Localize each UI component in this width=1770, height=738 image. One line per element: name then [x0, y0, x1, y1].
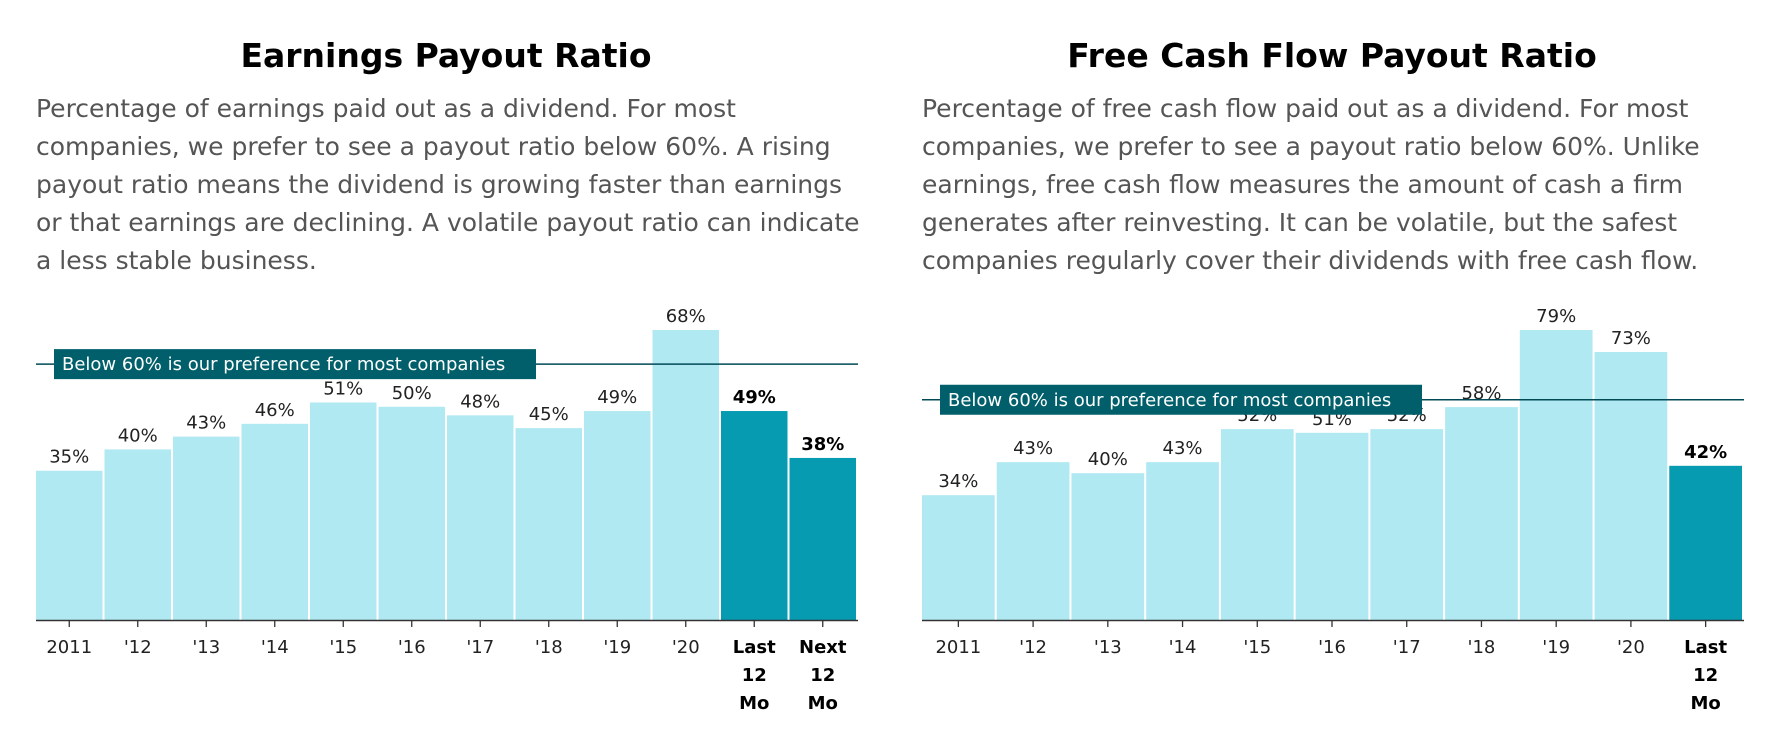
- threshold-label-box: [54, 349, 536, 380]
- bar-value-label: 58%: [1461, 383, 1501, 404]
- bar: [1071, 473, 1145, 620]
- bar: [1220, 429, 1294, 620]
- earnings-payout-panel: Earnings Payout Ratio Percentage of earn…: [36, 0, 860, 738]
- x-tick-label: '17: [1393, 637, 1421, 658]
- bar: [1445, 407, 1518, 620]
- bar-value-label: 68%: [666, 306, 706, 327]
- x-tick-label: '16: [1318, 637, 1346, 658]
- bar: [310, 402, 377, 620]
- bar: [721, 411, 788, 620]
- bar-value-label: 43%: [1013, 438, 1053, 459]
- x-tick-label: '15: [1243, 637, 1271, 658]
- x-tick-label: '19: [1542, 637, 1570, 658]
- x-tick-label: Last: [733, 637, 776, 658]
- fcf-payout-chart: 34%43%40%43%52% 51% 52%58%79%73%42%Below 6…: [922, 306, 1744, 714]
- x-tick-label: '13: [192, 637, 220, 658]
- x-tick-label: '18: [535, 637, 563, 658]
- bar: [1594, 352, 1668, 620]
- x-tick-label: 12: [742, 665, 767, 686]
- bar-value-label: 40%: [118, 425, 158, 446]
- threshold-label: Below 60% is our preference for most com…: [62, 354, 505, 375]
- bar: [378, 406, 445, 620]
- x-tick-label: Mo: [739, 693, 769, 714]
- bar-value-label: 73%: [1611, 328, 1651, 349]
- x-tick-label: '20: [672, 637, 700, 658]
- fcf-payout-panel: Free Cash Flow Payout Ratio Percentage o…: [922, 0, 1744, 738]
- threshold-label: Below 60% is our preference for most com…: [948, 390, 1391, 411]
- chart-title: Free Cash Flow Payout Ratio: [1067, 36, 1597, 75]
- bar-value-label: 42%: [1684, 442, 1727, 463]
- bar-value-label: 45%: [529, 404, 569, 425]
- bar: [1669, 465, 1742, 620]
- bar: [652, 330, 719, 620]
- bar: [584, 411, 651, 620]
- bar-value-label: 35%: [49, 447, 89, 468]
- bar: [241, 423, 308, 620]
- bar-value-label: 43%: [186, 413, 226, 434]
- x-tick-label: '18: [1468, 637, 1496, 658]
- bar-value-label: 51%: [323, 379, 363, 400]
- bar-value-label: 50%: [392, 383, 432, 404]
- bar-value-label: 34%: [938, 471, 978, 492]
- bar-value-label: 43%: [1163, 438, 1203, 459]
- x-tick-label: 12: [810, 665, 835, 686]
- chart-description: Percentage of free cash flow paid out as…: [922, 94, 1700, 275]
- bar: [996, 462, 1070, 620]
- x-tick-label: '12: [124, 637, 152, 658]
- bar: [789, 457, 856, 620]
- bar: [104, 449, 171, 620]
- bar: [173, 436, 240, 620]
- chart-title: Earnings Payout Ratio: [240, 36, 652, 75]
- x-tick-label: Last: [1684, 637, 1727, 658]
- bar-value-label: 48%: [460, 391, 500, 412]
- bar: [922, 495, 995, 620]
- earnings-payout-chart: 35% 40% 43% 46% 51% 50% 48% 45% 49% 68% 49% 38% Belo…: [36, 306, 858, 714]
- x-tick-label: Mo: [1690, 693, 1720, 714]
- bar-value-label: 40%: [1088, 449, 1128, 470]
- chart-description: Percentage of earnings paid out as a div…: [36, 94, 860, 275]
- x-tick-label: '20: [1617, 637, 1645, 658]
- bar: [1146, 462, 1219, 620]
- bar: [447, 415, 514, 620]
- x-tick-label: 2011: [935, 637, 981, 658]
- x-tick-label: Mo: [808, 693, 838, 714]
- bar: [1370, 429, 1444, 620]
- x-tick-label: '14: [1169, 637, 1197, 658]
- bar-value-label: 49%: [597, 387, 637, 408]
- x-tick-label: '14: [261, 637, 289, 658]
- x-tick-label: Next: [799, 637, 847, 658]
- x-tick-label: 2011: [46, 637, 92, 658]
- x-tick-label: '17: [466, 637, 494, 658]
- x-tick-label: '12: [1019, 637, 1047, 658]
- x-tick-label: '13: [1094, 637, 1122, 658]
- x-tick-label: 12: [1693, 665, 1718, 686]
- bar-value-label: 46%: [255, 400, 295, 421]
- threshold-label-box: [940, 384, 1422, 415]
- bar-value-label: 49%: [733, 387, 776, 408]
- x-tick-label: '15: [329, 637, 357, 658]
- bar: [1519, 330, 1593, 620]
- x-tick-label: '19: [603, 637, 631, 658]
- bar-value-label: 79%: [1536, 306, 1576, 327]
- bar: [515, 428, 582, 620]
- bar: [1295, 432, 1369, 620]
- bar: [36, 470, 103, 620]
- x-tick-label: '16: [398, 637, 426, 658]
- bar-value-label: 38%: [801, 434, 844, 455]
